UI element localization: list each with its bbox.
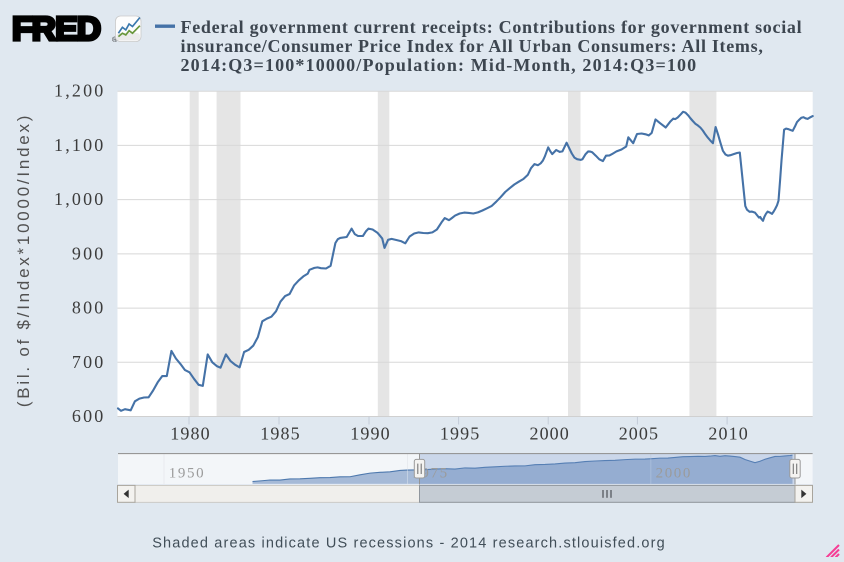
svg-text:2000: 2000 <box>656 466 692 482</box>
svg-text:700: 700 <box>72 352 106 372</box>
svg-text:1950: 1950 <box>169 466 205 482</box>
svg-text:2010: 2010 <box>708 424 748 444</box>
svg-text:1995: 1995 <box>440 424 480 444</box>
svg-text:600: 600 <box>72 406 106 426</box>
svg-text:1990: 1990 <box>350 424 390 444</box>
svg-text:2014:Q3=100*10000/Population:: 2014:Q3=100*10000/Population: Mid-Month,… <box>181 55 698 75</box>
svg-text:(Bil. of $/Index*10000/Index): (Bil. of $/Index*10000/Index) <box>14 113 33 407</box>
svg-text:FRED: FRED <box>12 11 100 48</box>
svg-text:1985: 1985 <box>260 424 300 444</box>
svg-text:2000: 2000 <box>529 424 569 444</box>
svg-text:900: 900 <box>72 243 106 263</box>
svg-text:insurance/Consumer Price Index: insurance/Consumer Price Index for All U… <box>181 36 764 56</box>
svg-text:1,100: 1,100 <box>54 135 106 155</box>
svg-text:800: 800 <box>72 298 106 318</box>
svg-text:1980: 1980 <box>170 424 210 444</box>
svg-text:®: ® <box>112 35 118 44</box>
svg-text:1,000: 1,000 <box>54 189 106 209</box>
svg-text:Federal government current rec: Federal government current receipts: Con… <box>181 17 803 37</box>
svg-text:Shaded areas indicate US reces: Shaded areas indicate US recessions - 20… <box>152 536 666 552</box>
svg-text:2005: 2005 <box>619 424 659 444</box>
svg-text:1,200: 1,200 <box>54 81 106 101</box>
